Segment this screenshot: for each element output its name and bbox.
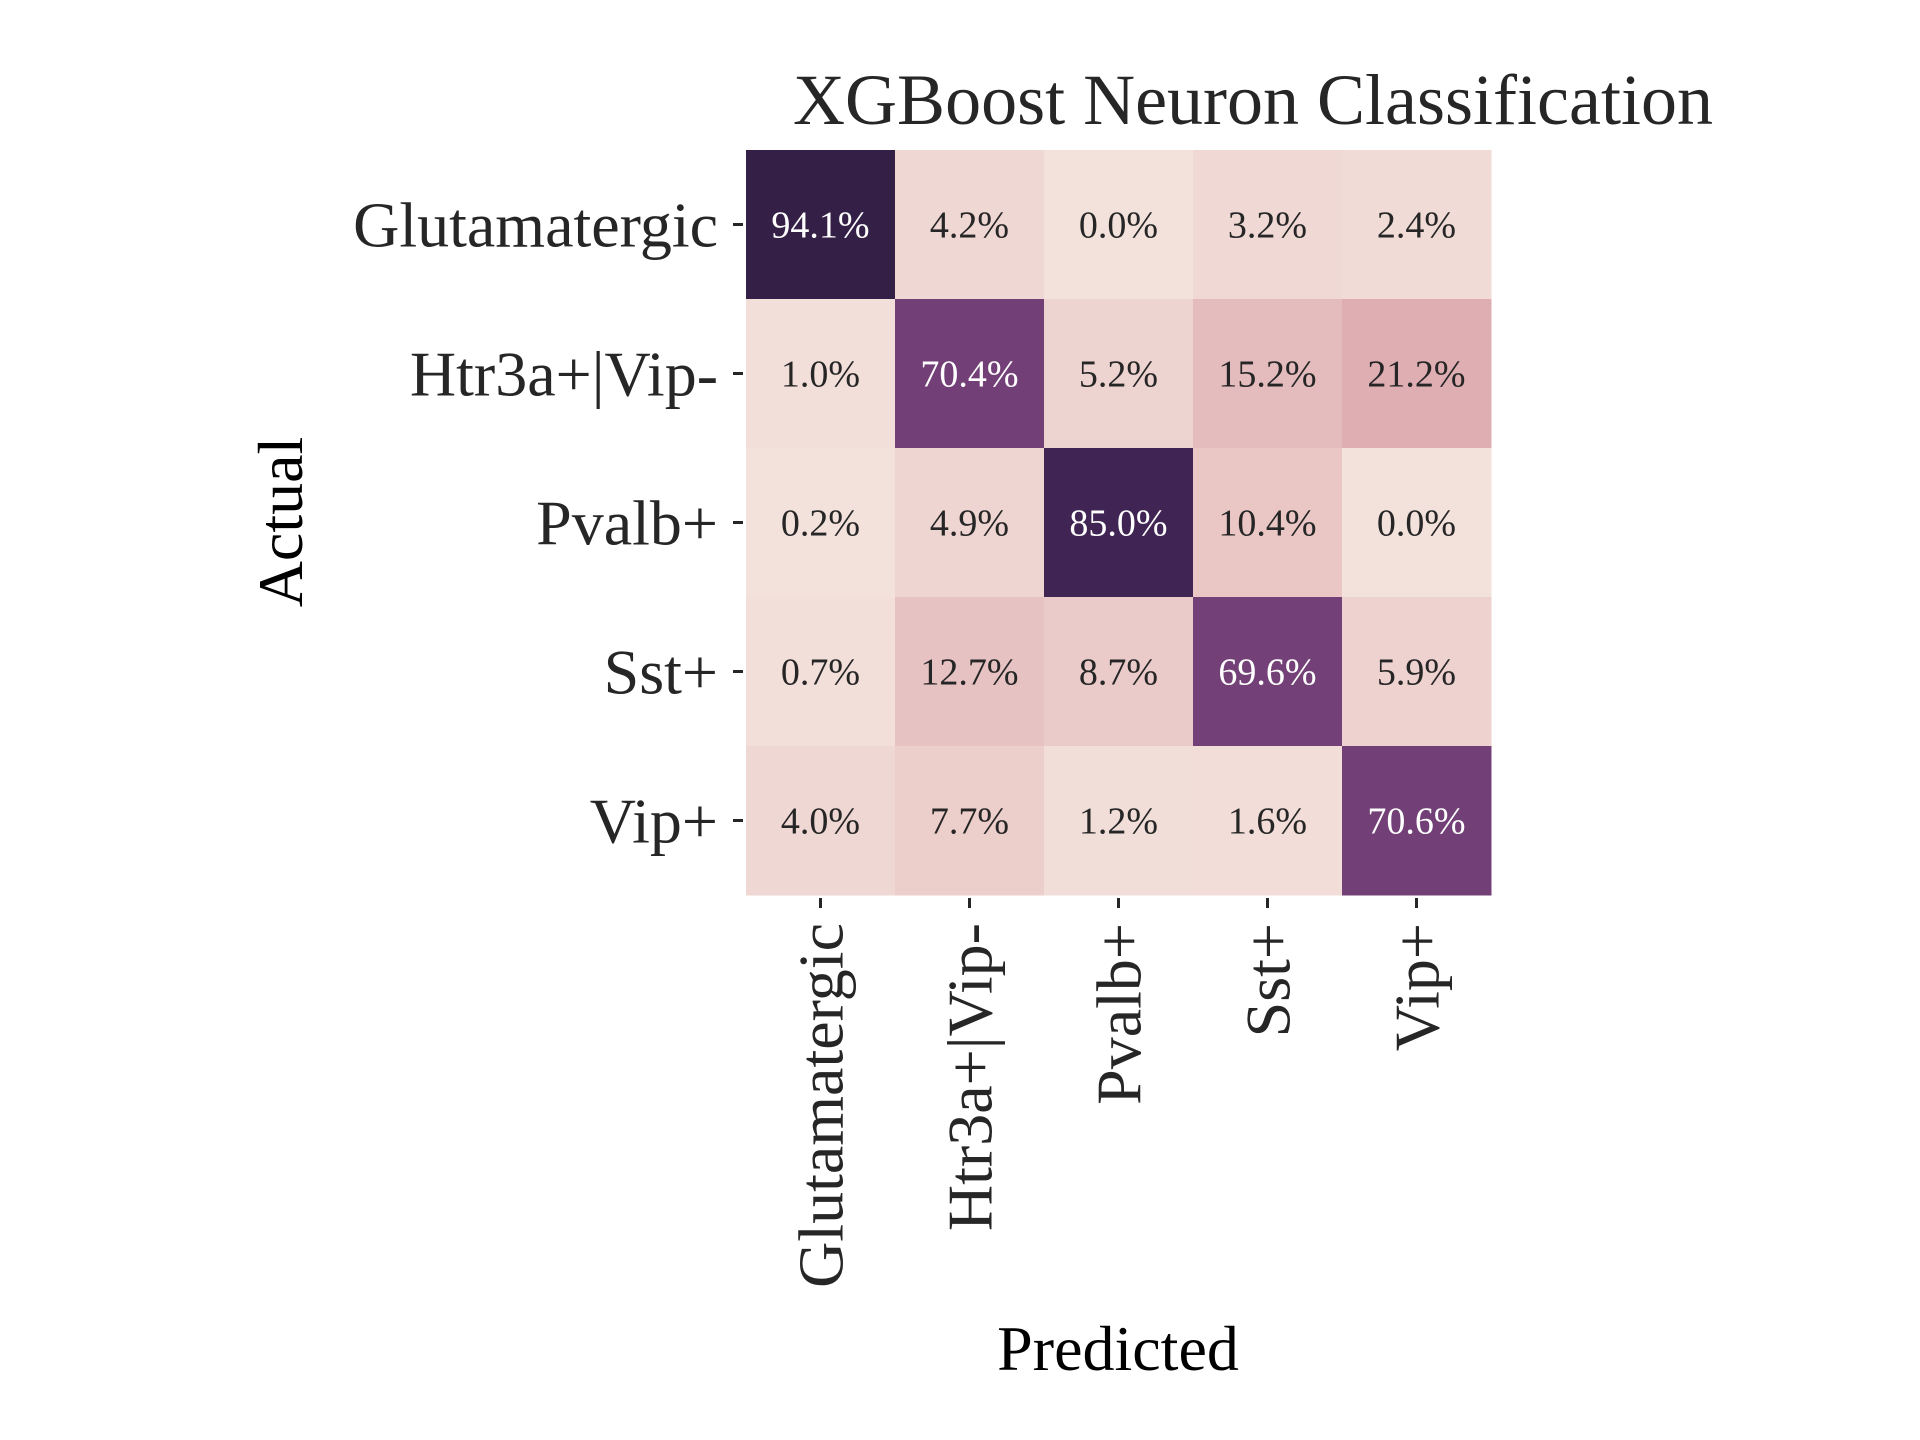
cell-value-label: 7.7% [930, 801, 1009, 843]
heatmap-cell [1342, 299, 1492, 449]
heatmap-cell [746, 150, 896, 300]
x-tick-label: Sst+ [1233, 923, 1304, 1037]
cell-value-label: 5.2% [1079, 354, 1158, 396]
heatmap-cell [895, 597, 1045, 747]
heatmap-cell [1193, 150, 1343, 300]
y-tick-label: Pvalb+ [536, 488, 718, 559]
heatmap-cell [746, 448, 896, 598]
heatmap-cell [895, 299, 1045, 449]
x-tick-label: Htr3a+|Vip- [935, 923, 1006, 1231]
heatmap-cell [895, 746, 1045, 896]
cell-value-label: 8.7% [1079, 652, 1158, 694]
heatmap-cell [746, 299, 896, 449]
heatmap-cell [1044, 150, 1194, 300]
y-tick-label: Glutamatergic [353, 190, 718, 261]
y-tick-label: Sst+ [604, 637, 718, 708]
heatmap-cells: 94.1% 4.2% 0.0% 3.2% 2.4% 1.0% 70.4% 5.2% 15.2% 2… [746, 150, 1492, 896]
heatmap-cell [746, 746, 896, 896]
x-axis-label: Predicted [997, 1313, 1239, 1384]
cell-value-label: 94.1% [771, 205, 869, 247]
heatmap-cell [1044, 299, 1194, 449]
cell-value-label: 21.2% [1367, 354, 1465, 396]
cell-value-label: 0.0% [1079, 205, 1158, 247]
cell-value-label: 70.6% [1367, 801, 1465, 843]
cell-value-label: 4.9% [930, 503, 1009, 545]
cell-value-label: 70.4% [920, 354, 1018, 396]
heatmap-cell [1193, 299, 1343, 449]
y-axis-label: Actual [245, 437, 316, 608]
cell-value-label: 2.4% [1377, 205, 1456, 247]
cell-value-label: 5.9% [1377, 652, 1456, 694]
cell-value-label: 4.0% [781, 801, 860, 843]
cell-value-label: 10.4% [1218, 503, 1316, 545]
cell-value-label: 12.7% [920, 652, 1018, 694]
heatmap-cell [746, 597, 896, 747]
cell-value-label: 0.2% [781, 503, 860, 545]
heatmap-cell [895, 150, 1045, 300]
y-tick-label: Vip+ [590, 786, 718, 857]
cell-value-label: 15.2% [1218, 354, 1316, 396]
heatmap-cell [1044, 597, 1194, 747]
heatmap-cell [1342, 597, 1492, 747]
cell-value-label: 85.0% [1069, 503, 1167, 545]
heatmap-cell [1044, 448, 1194, 598]
heatmap-cell [895, 448, 1045, 598]
heatmap-cell [1342, 150, 1492, 300]
cell-value-label: 0.0% [1377, 503, 1456, 545]
heatmap-cell [1044, 746, 1194, 896]
x-tick-label: Vip+ [1382, 923, 1453, 1051]
chart-title: XGBoost Neuron Classification [793, 60, 1713, 140]
heatmap-cell [1193, 746, 1343, 896]
cell-value-label: 1.2% [1079, 801, 1158, 843]
cell-value-label: 69.6% [1218, 652, 1316, 694]
cell-value-label: 1.6% [1228, 801, 1307, 843]
heatmap-cell [1193, 448, 1343, 598]
heatmap-cell [1342, 746, 1492, 896]
y-axis-ticks: Glutamatergic Htr3a+|Vip- Pvalb+ Sst+ Vip+ [353, 190, 743, 857]
heatmap-cell [1342, 448, 1492, 598]
cell-value-label: 1.0% [781, 354, 860, 396]
x-tick-label: Pvalb+ [1084, 923, 1155, 1105]
x-axis-ticks: Glutamatergic Htr3a+|Vip- Pvalb+ Sst+ Vip+ [786, 898, 1453, 1288]
y-tick-label: Htr3a+|Vip- [410, 339, 718, 410]
cell-value-label: 0.7% [781, 652, 860, 694]
cell-value-label: 3.2% [1228, 205, 1307, 247]
x-tick-label: Glutamatergic [786, 923, 857, 1288]
cell-value-label: 4.2% [930, 205, 1009, 247]
heatmap-cell [1193, 597, 1343, 747]
